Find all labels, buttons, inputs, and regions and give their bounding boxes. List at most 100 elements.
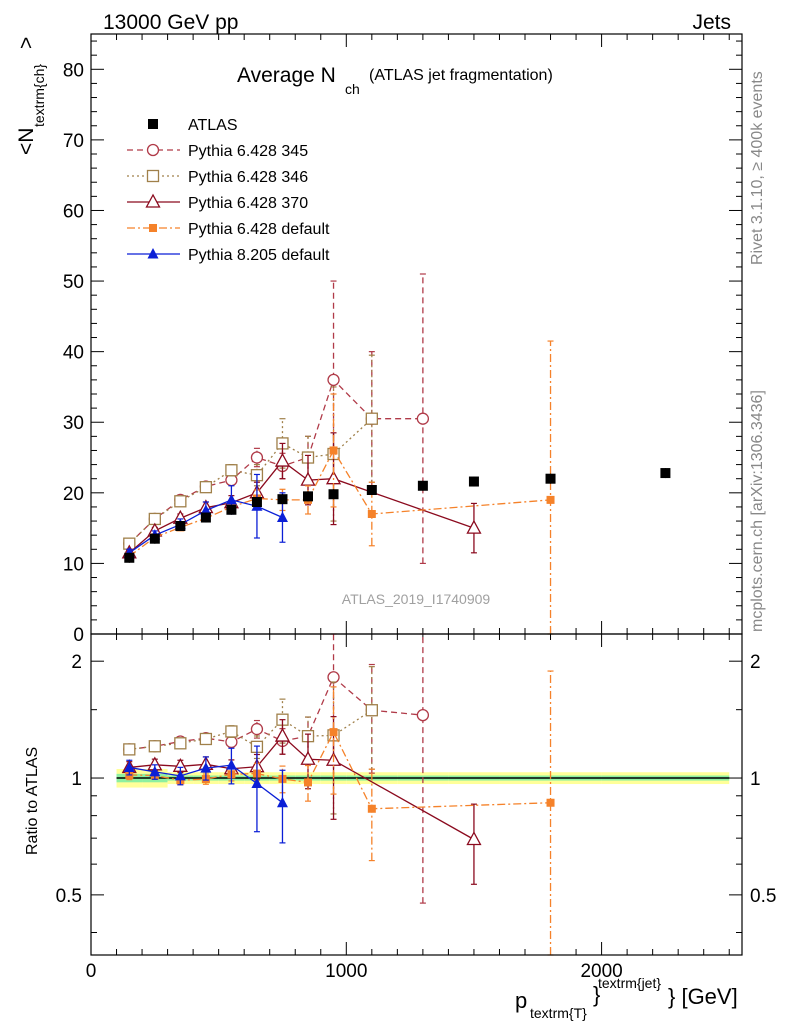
ratio-tick-label-right: 2 — [750, 652, 761, 673]
legend-entry: Pythia 8.205 default — [127, 247, 330, 264]
data-point — [417, 480, 428, 491]
ratio-series-0 — [123, 633, 430, 904]
ratio-tick-label-right: 1 — [750, 769, 761, 790]
ratio-tick-label-right: 0.5 — [750, 886, 776, 907]
legend-label: Pythia 6.428 345 — [188, 143, 308, 160]
series-line — [128, 418, 373, 545]
ratio-point — [200, 762, 212, 773]
data-point — [200, 512, 211, 523]
data-point — [468, 476, 479, 487]
legend-label: Pythia 8.205 default — [188, 247, 330, 264]
ratio-point — [367, 804, 376, 813]
x-tick-label: 2000 — [580, 961, 622, 982]
ratio-point — [225, 759, 237, 770]
legend-entry: Pythia 6.428 370 — [127, 193, 308, 212]
series-point — [416, 412, 430, 425]
series-point — [225, 464, 238, 477]
legend-marker — [147, 248, 159, 259]
xlabel-main: p — [515, 988, 527, 1013]
y-tick-label: 60 — [63, 201, 84, 222]
y-tick-label: 0 — [73, 625, 84, 646]
series-point — [300, 471, 316, 486]
data-point — [226, 504, 237, 515]
y-tick-label: 80 — [63, 60, 84, 81]
ratio-ylabel: Ratio to ATLAS — [24, 747, 41, 855]
series-point — [174, 495, 187, 508]
legend-entry: ATLAS — [148, 117, 238, 134]
x-tick-label: 0 — [86, 961, 97, 982]
ratio-point — [225, 735, 238, 749]
ratio-tick-label: 0.5 — [56, 886, 82, 907]
legend-label: Pythia 6.428 346 — [188, 169, 308, 186]
series-point — [546, 495, 555, 504]
ylabel-end: > — [15, 37, 38, 49]
data-point — [175, 521, 186, 531]
chart-title: Average N ch (ATLAS jet fragmentation) — [237, 64, 553, 97]
main-data — [121, 273, 671, 635]
xlabel-sub: textrm{T} — [530, 1005, 587, 1021]
ratio-point — [274, 727, 291, 742]
series-1 — [123, 354, 378, 550]
y-tick-label: 50 — [63, 272, 84, 293]
data-point — [366, 485, 377, 495]
series-point — [466, 519, 482, 534]
ratio-point — [174, 769, 186, 781]
series-point — [200, 504, 212, 515]
ratio-point — [148, 740, 161, 753]
legend-marker — [148, 119, 158, 129]
data-point — [124, 552, 135, 563]
ratio-point — [251, 777, 263, 789]
ylabel-sub: textrm{ch} — [31, 64, 47, 127]
main-ticks: 0 10 20 30 40 50 60 70 80 — [63, 34, 742, 646]
x-tick-label: 1000 — [325, 961, 367, 982]
ratio-point — [416, 708, 430, 722]
legend-entry: Pythia 6.428 default — [127, 221, 330, 238]
ratio-point — [329, 728, 338, 737]
legend-label: Pythia 6.428 default — [188, 221, 330, 238]
series-line — [128, 378, 423, 545]
legend-entry: Pythia 6.428 346 — [127, 169, 308, 186]
ratio-point — [276, 796, 288, 808]
ratio-point — [466, 831, 482, 846]
header-right: Jets — [692, 11, 731, 34]
legend: ATLAS Pythia 6.428 345 Pythia 6.428 346 Pyt… — [127, 117, 330, 264]
ratio-point — [123, 761, 135, 772]
ratio-point — [123, 743, 136, 756]
watermark: ATLAS_2019_I1740909 — [342, 591, 491, 607]
data-point — [545, 473, 556, 484]
ratio-point — [327, 671, 340, 684]
ratio-point — [250, 722, 264, 736]
series-point — [367, 510, 376, 518]
ratio-point — [199, 732, 213, 746]
ratio-series-3 — [125, 670, 555, 956]
ratio-point — [174, 737, 187, 750]
ratio-point — [300, 750, 316, 765]
ratio-series-line — [129, 730, 551, 810]
legend-entry: Pythia 6.428 345 — [127, 143, 308, 160]
ratio-series-1 — [123, 666, 378, 815]
ratio-series-4 — [123, 745, 288, 844]
ylabel-main: <N — [15, 128, 38, 155]
series-point — [365, 412, 378, 425]
x-axis-label: p textrm{T} } textrm{jet} } [GeV] — [515, 975, 738, 1021]
ratio-point — [546, 798, 555, 807]
ratio-frame — [90, 633, 743, 956]
ratio-tick-label: 1 — [71, 769, 82, 790]
series-point — [199, 481, 213, 494]
title-sub: ch — [345, 81, 360, 97]
xlabel-end: } [GeV] — [668, 984, 738, 1009]
rivet-label: Rivet 3.1.10, ≥ 400k events — [749, 71, 766, 265]
series-line — [128, 449, 551, 557]
series-point — [250, 451, 264, 464]
data-point — [149, 533, 160, 544]
title-note: (ATLAS jet fragmentation) — [369, 67, 553, 84]
ratio-series-line — [129, 676, 423, 751]
y-tick-label: 10 — [63, 554, 84, 575]
main-panel: 0 10 20 30 40 50 60 70 80 — [63, 33, 743, 646]
mcplots-label: mcplots.cern.ch [arXiv:1306.3436] — [749, 390, 766, 632]
data-series — [124, 468, 671, 563]
series-point — [274, 452, 291, 467]
data-point — [328, 489, 339, 500]
series-0 — [123, 273, 430, 565]
